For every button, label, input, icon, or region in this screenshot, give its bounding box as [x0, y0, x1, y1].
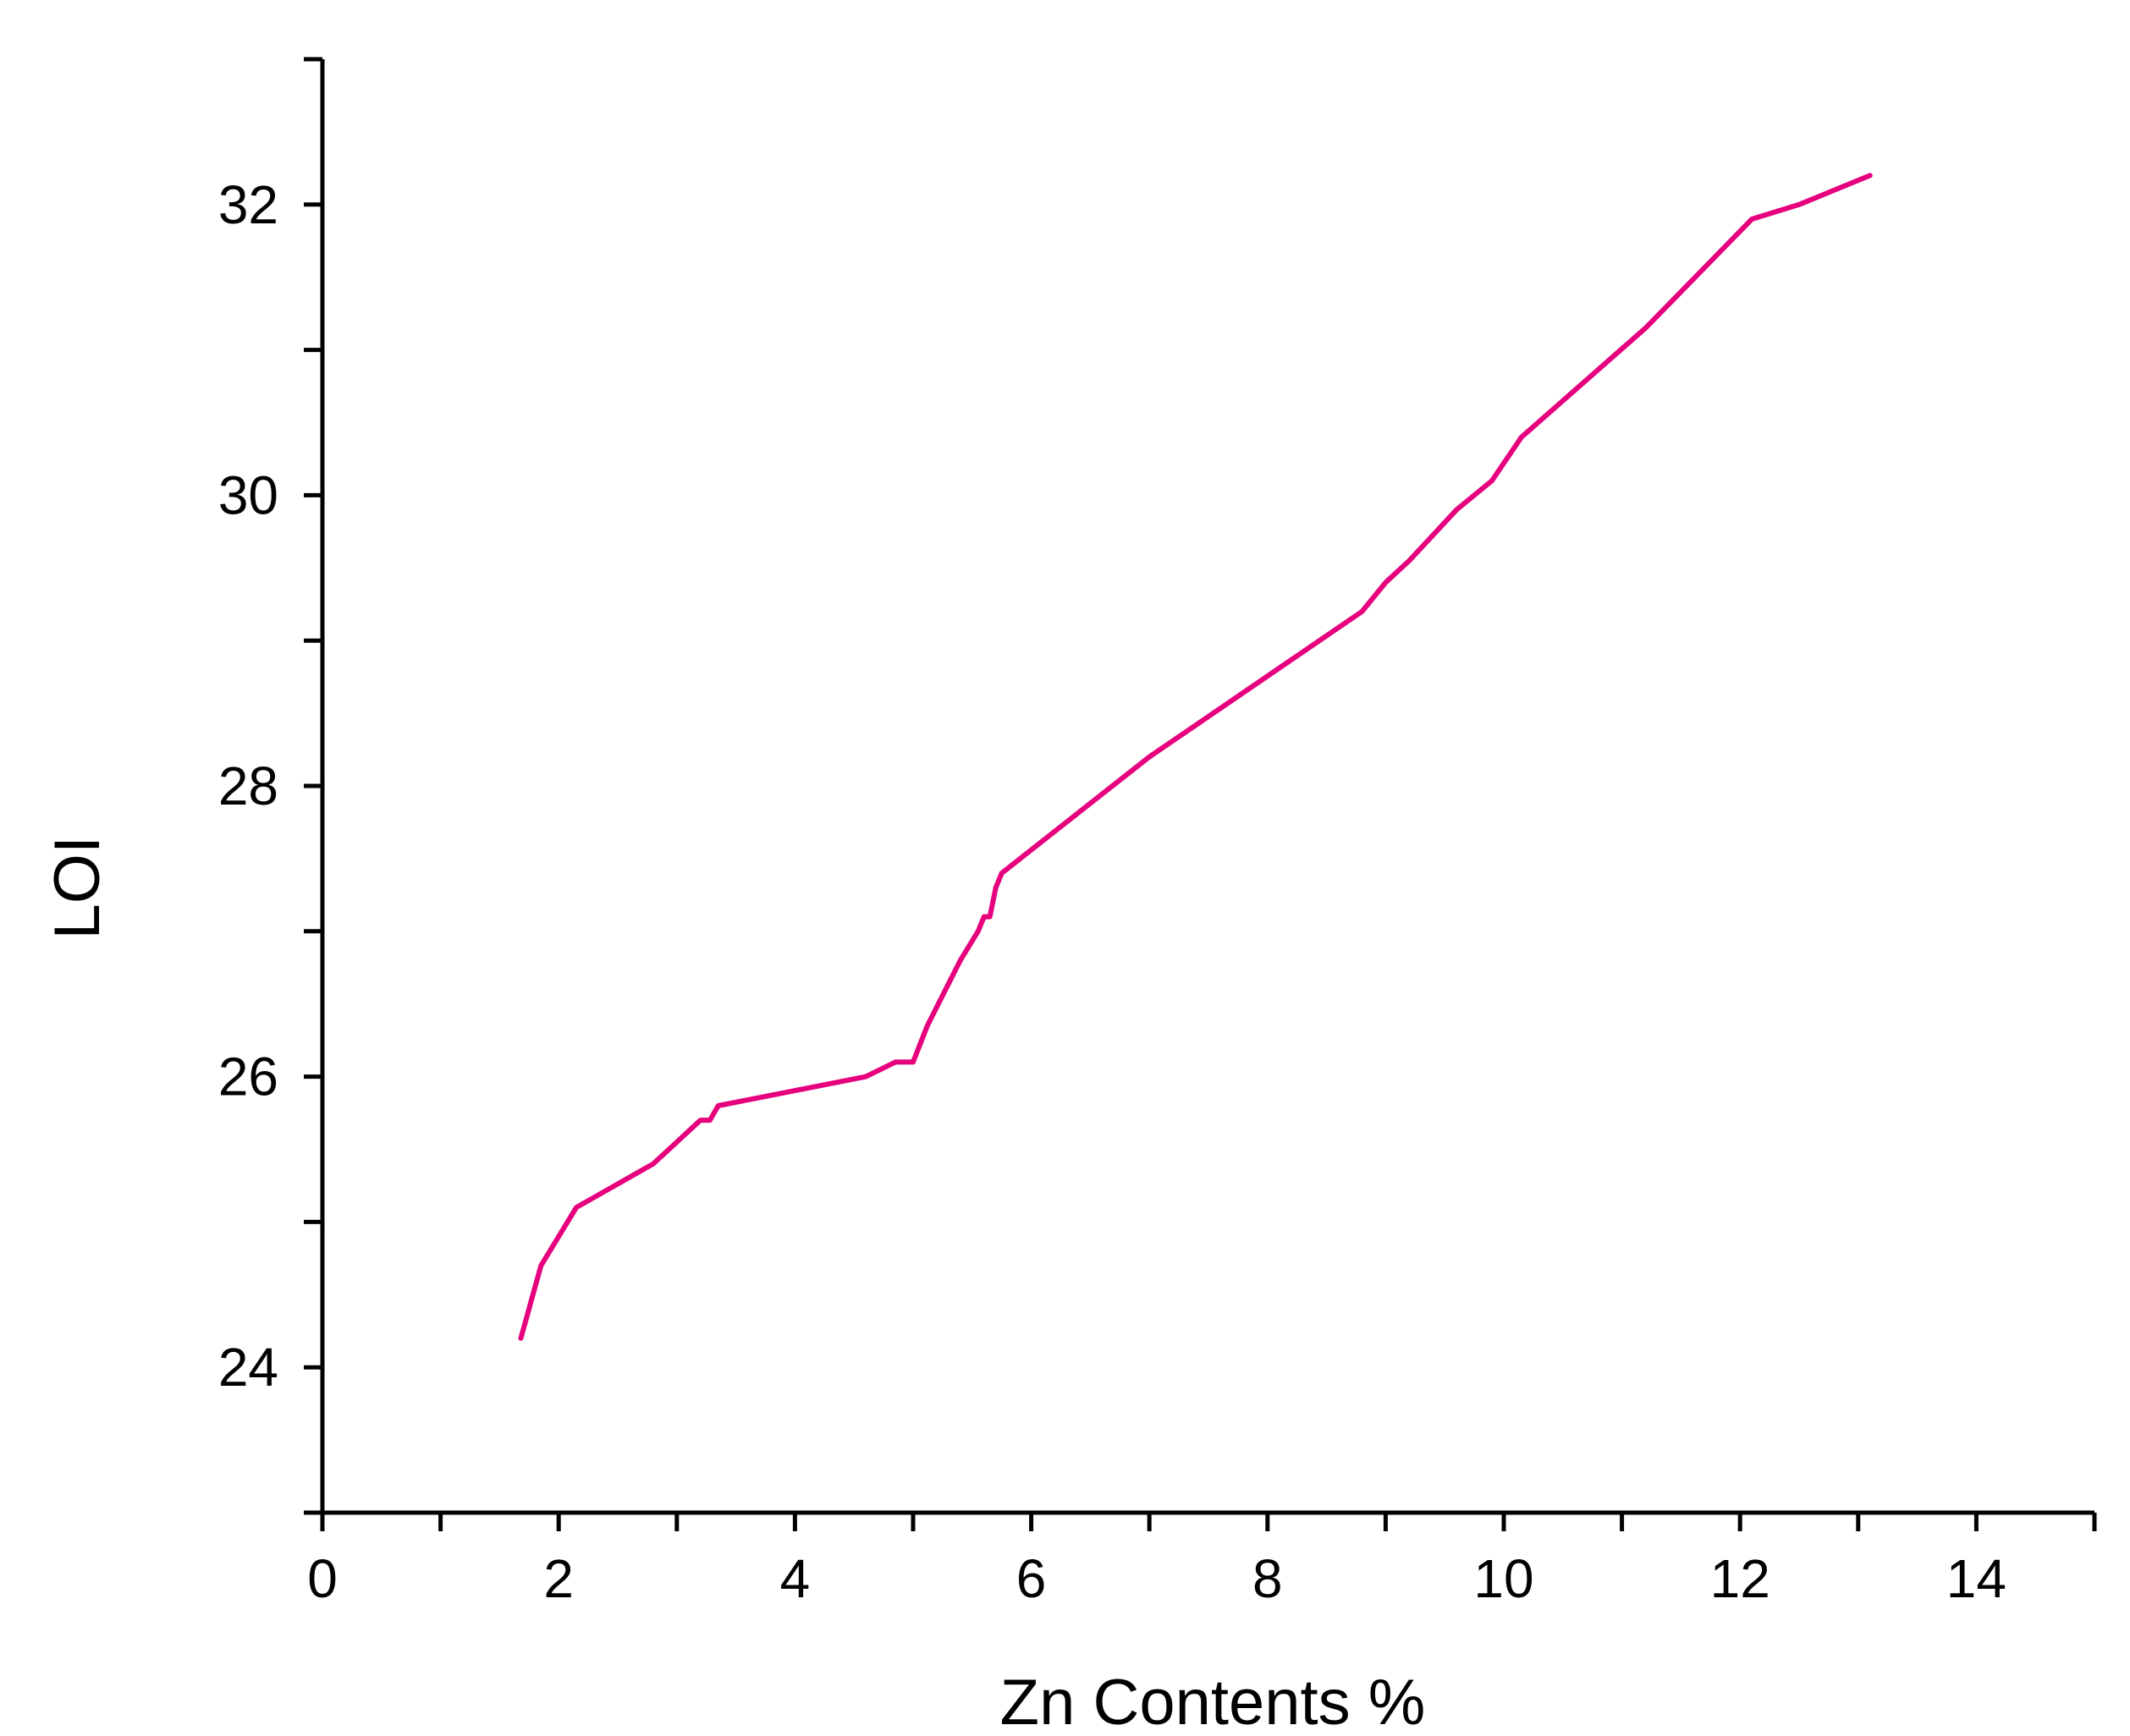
y-tick-label: 24	[218, 1337, 278, 1398]
y-axis-ticks: 24 26 28 30 32	[218, 57, 322, 1515]
series-layer	[518, 173, 1873, 1341]
x-tick-label: 2	[543, 1548, 574, 1609]
x-tick-label: 10	[1473, 1548, 1533, 1609]
series-line	[518, 173, 1873, 1341]
y-tick-label: 28	[218, 755, 278, 816]
y-tick-label: 30	[218, 464, 278, 525]
x-tick-label: 12	[1710, 1548, 1770, 1609]
plot-frame	[320, 59, 2094, 1515]
x-tick-label: 0	[307, 1548, 338, 1609]
x-tick-label: 14	[1946, 1548, 2006, 1609]
x-tick-label: 4	[780, 1548, 811, 1609]
x-axis-title: Zn Contents %	[1000, 1667, 1426, 1736]
x-axis-ticks: 0 2 4 6 8 10 12 14	[307, 1513, 2097, 1609]
x-tick-label: 6	[1016, 1548, 1047, 1609]
y-tick-label: 32	[218, 174, 278, 235]
x-tick-label: 8	[1252, 1548, 1283, 1609]
y-axis-title: LOI	[41, 836, 113, 940]
y-tick-label: 26	[218, 1047, 278, 1107]
